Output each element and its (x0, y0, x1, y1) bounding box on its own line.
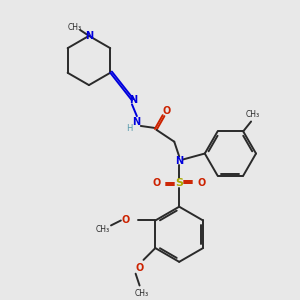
Text: H: H (126, 124, 132, 134)
Text: O: O (198, 178, 206, 188)
Text: O: O (152, 178, 161, 188)
Text: N: N (85, 31, 93, 41)
Text: N: N (129, 95, 137, 105)
Text: CH₃: CH₃ (134, 289, 148, 298)
Text: S: S (175, 178, 183, 188)
Text: CH₃: CH₃ (246, 110, 260, 119)
Text: N: N (132, 117, 140, 127)
Text: O: O (162, 106, 170, 116)
Text: N: N (175, 156, 183, 167)
Text: O: O (122, 215, 130, 226)
Text: CH₃: CH₃ (68, 23, 82, 32)
Text: O: O (135, 263, 144, 273)
Text: CH₃: CH₃ (96, 225, 110, 234)
